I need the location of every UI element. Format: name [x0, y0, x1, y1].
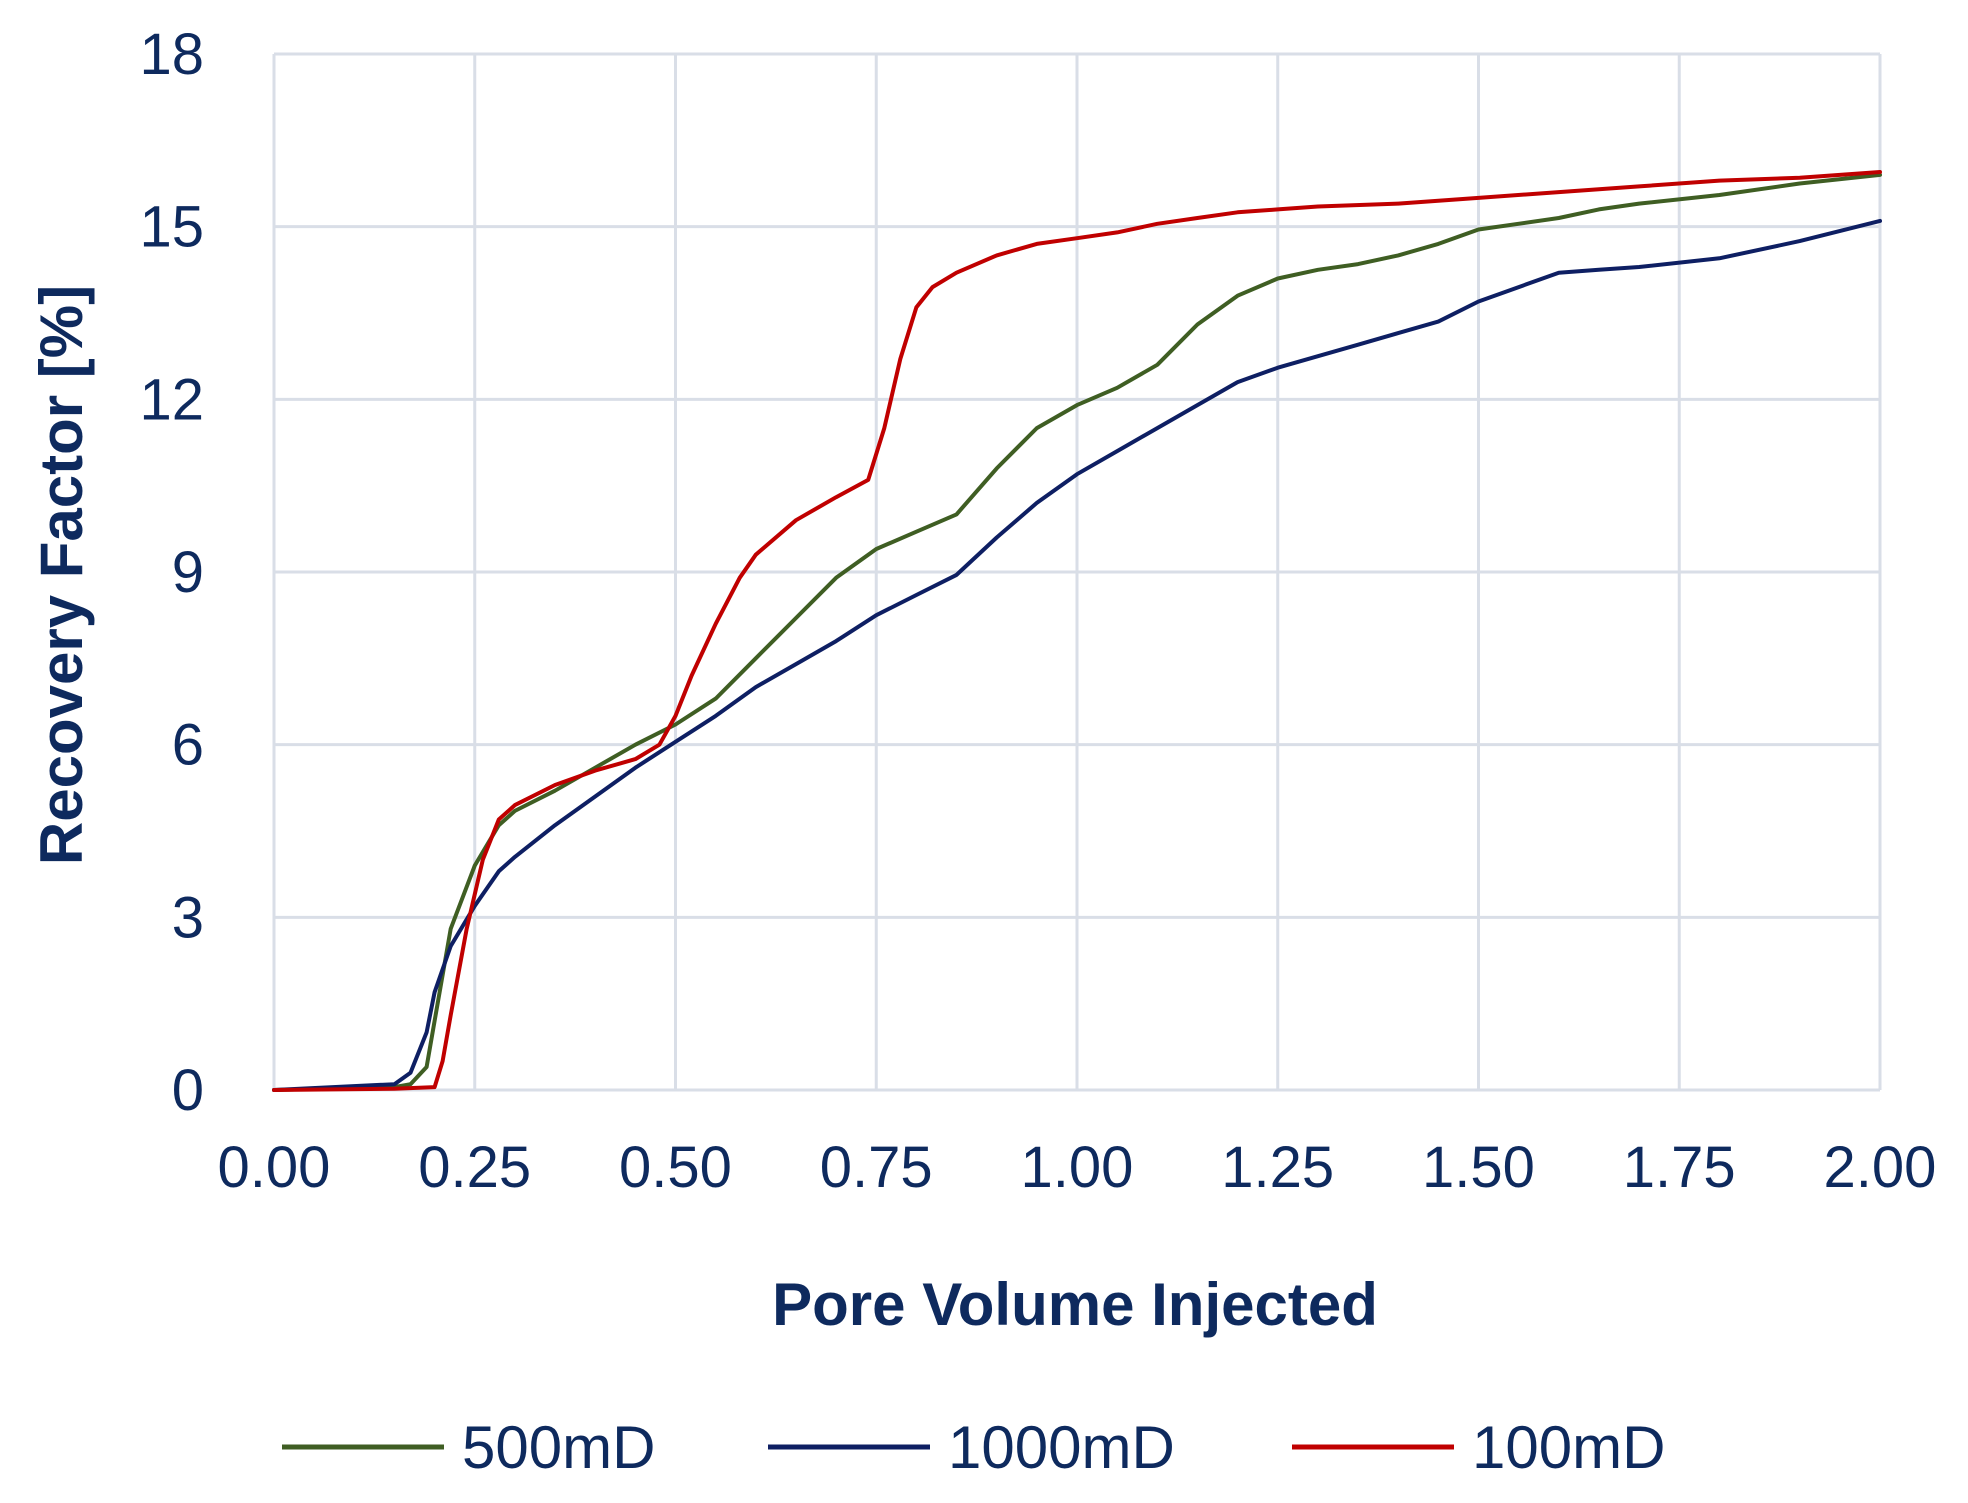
series-line-1000mD	[272, 218, 1882, 1092]
series-line-100mD	[272, 170, 1882, 1092]
legend-label-500mD: 500mD	[462, 1414, 655, 1481]
y-tick-label: 6	[172, 713, 204, 778]
series-line-500mD	[272, 172, 1882, 1092]
y-tick-label: 12	[139, 367, 204, 432]
legend: 500mD 1000mD 100mD	[282, 1414, 1665, 1481]
legend-label-100mD: 100mD	[1472, 1414, 1665, 1481]
y-tick-label: 15	[139, 195, 204, 260]
x-tick-label: 0.75	[820, 1135, 933, 1200]
y-axis-title: Recovery Factor [%]	[28, 285, 95, 865]
x-tick-label: 1.00	[1021, 1135, 1134, 1200]
x-tick-label: 1.25	[1221, 1135, 1334, 1200]
x-tick-label: 2.00	[1824, 1135, 1937, 1200]
x-tick-label: 0.50	[619, 1135, 732, 1200]
x-axis-title: Pore Volume Injected	[772, 1271, 1378, 1338]
y-tick-label: 9	[172, 540, 204, 605]
x-tick-label: 0.00	[218, 1135, 331, 1200]
x-tick-label: 0.25	[418, 1135, 531, 1200]
x-tick-label: 1.50	[1422, 1135, 1535, 1200]
x-tick-label: 1.75	[1623, 1135, 1736, 1200]
legend-label-1000mD: 1000mD	[948, 1414, 1175, 1481]
y-tick-label: 3	[172, 885, 204, 950]
y-tick-label: 0	[172, 1058, 204, 1123]
series-lines	[272, 170, 1882, 1092]
y-axis-ticks: 0 3 6 9 12 15 18	[139, 22, 204, 1123]
x-axis-ticks: 0.00 0.25 0.50 0.75 1.00 1.25 1.50 1.75 2.00	[218, 1135, 1937, 1200]
y-tick-label: 18	[139, 22, 204, 87]
grid	[272, 52, 1882, 1092]
